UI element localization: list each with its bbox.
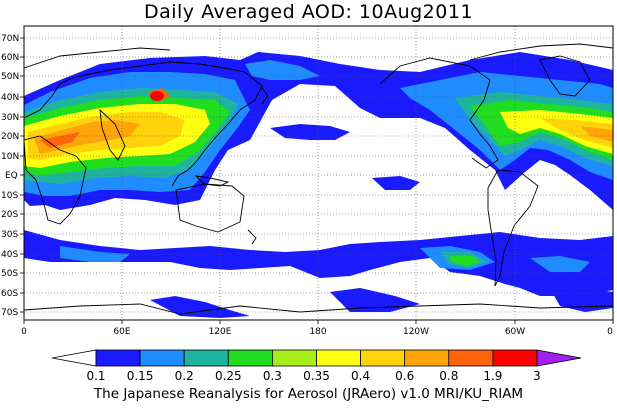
- lat-label: 50N: [1, 72, 19, 82]
- lat-label: 50S: [1, 269, 18, 279]
- credit-line: The Japanese Reanalysis for Aerosol (JRA…: [93, 386, 524, 402]
- lat-label: 70S: [1, 308, 18, 318]
- lat-label: 30S: [1, 230, 18, 240]
- lon-label: 120W: [403, 327, 429, 337]
- lat-label: 40N: [1, 93, 19, 103]
- lat-label: 70N: [1, 34, 19, 44]
- lon-label: 0: [607, 327, 613, 337]
- colorbar-swatch: [95, 349, 141, 367]
- lat-label: 60N: [1, 53, 19, 63]
- aod-field: [24, 52, 613, 318]
- longitude-labels: 0 60E 120E 180 120W 60W 0: [21, 327, 613, 337]
- colorbar-label: 0.1: [86, 369, 105, 383]
- lon-label: 60E: [113, 327, 130, 337]
- colorbar-swatch: [183, 349, 229, 367]
- colorbar-swatch: [227, 349, 273, 367]
- colorbar-swatch: [271, 349, 317, 367]
- colorbar-swatch: [448, 349, 494, 367]
- map-title: Daily Averaged AOD: 10Aug2011: [143, 1, 474, 23]
- colorbar-swatch: [316, 349, 361, 367]
- aod-level-1.9: [150, 91, 164, 101]
- colorbar-swatch: [51, 349, 97, 367]
- lat-lon-grid: [24, 26, 613, 320]
- colorbar-label: 0.3: [263, 369, 282, 383]
- colorbar-label: 0.25: [215, 369, 242, 383]
- aod-map-figure: 70N 60N 50N 40N 30N 20N 10N EQ 10S 20S 3…: [1, 25, 614, 383]
- lon-label: 0: [21, 327, 27, 337]
- colorbar-label: 3: [533, 369, 541, 383]
- lat-label: 20N: [1, 132, 19, 142]
- colorbar-label: 1.9: [483, 369, 502, 383]
- lat-label: 30N: [1, 113, 19, 123]
- colorbar-label: 0.8: [439, 369, 458, 383]
- tick-marks: [20, 37, 614, 324]
- lat-label: 20S: [1, 210, 18, 220]
- colorbar-label: 0.2: [175, 369, 194, 383]
- lon-label: 180: [309, 327, 326, 337]
- lat-label: 40S: [1, 250, 18, 260]
- colorbar-swatch: [404, 349, 450, 367]
- colorbar-swatch: [492, 349, 538, 367]
- lat-label: 10S: [1, 191, 18, 201]
- colorbar-swatch: [360, 349, 406, 367]
- colorbar-label: 0.35: [303, 369, 330, 383]
- colorbar-label: 0.4: [351, 369, 370, 383]
- lat-label: 10N: [1, 152, 19, 162]
- colorbar-swatch: [139, 349, 185, 367]
- lat-label: EQ: [5, 171, 18, 181]
- lon-label: 120E: [209, 327, 232, 337]
- colorbar-swatch: [536, 349, 582, 367]
- map-frame: [23, 25, 614, 321]
- aod-level-0.6: [34, 120, 613, 154]
- colorbar: 0.1 0.15 0.2 0.25 0.3 0.35 0.4 0.6 0.8 1.9 3: [51, 349, 582, 383]
- colorbar-label: 0.15: [127, 369, 154, 383]
- lat-label: 60S: [1, 289, 18, 299]
- latitude-labels: 70N 60N 50N 40N 30N 20N 10N EQ 10S 20S 3…: [1, 34, 19, 318]
- lon-label: 60W: [505, 327, 525, 337]
- colorbar-label: 0.6: [395, 369, 414, 383]
